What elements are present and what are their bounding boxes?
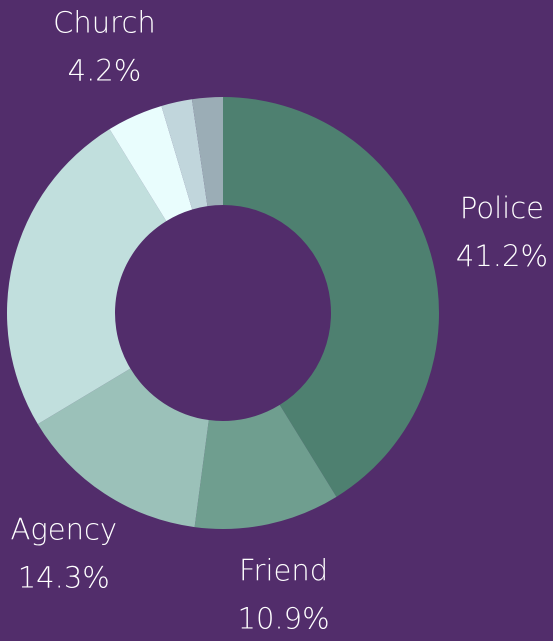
segment-value-label: 4.2%: [68, 53, 142, 87]
segment-label: Police: [460, 191, 544, 225]
donut-segment: [161, 99, 208, 210]
donut-segment: [7, 129, 167, 425]
donut-segment: [109, 105, 193, 222]
segment-value-label: 10.9%: [238, 602, 330, 636]
segment-label: Church: [53, 5, 156, 39]
donut-segment: [194, 404, 337, 529]
donut-segment: [37, 368, 209, 528]
donut-segment: [223, 97, 440, 497]
donut-segment: [191, 97, 223, 207]
segment-label: Friend: [239, 554, 328, 588]
segment-label: Agency: [10, 512, 117, 546]
segment-value-label: 41.2%: [456, 239, 548, 273]
segment-value-label: 14.3%: [18, 560, 110, 594]
